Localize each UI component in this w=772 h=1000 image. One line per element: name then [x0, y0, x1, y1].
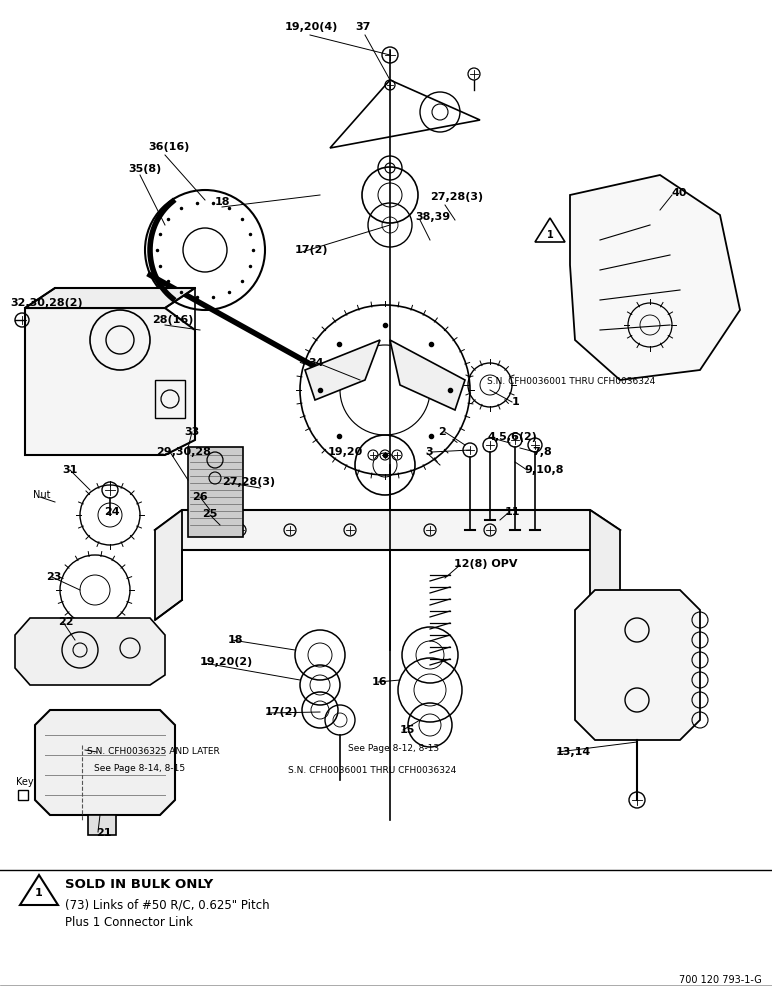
Bar [155, 380, 185, 418]
Text: 17(2): 17(2) [295, 245, 329, 255]
Text: 25: 25 [202, 509, 218, 519]
Text: 27,28(3): 27,28(3) [222, 477, 275, 487]
Text: 37: 37 [355, 22, 371, 32]
Polygon shape [590, 510, 620, 620]
Text: 19,20: 19,20 [328, 447, 364, 457]
Text: See Page 8-12, 8-13: See Page 8-12, 8-13 [348, 744, 439, 753]
Text: S.N. CFH0036001 THRU CFH0036324: S.N. CFH0036001 THRU CFH0036324 [288, 766, 456, 775]
Text: 13,14: 13,14 [556, 747, 591, 757]
Polygon shape [35, 710, 175, 815]
Text: 33: 33 [184, 427, 199, 437]
Text: 29,30,28: 29,30,28 [156, 447, 211, 457]
Polygon shape [25, 308, 195, 455]
Text: 22: 22 [58, 617, 73, 627]
Polygon shape [390, 340, 465, 410]
Text: 16: 16 [372, 677, 388, 687]
Text: 700 120 793-1-G: 700 120 793-1-G [679, 975, 762, 985]
Text: 36(16): 36(16) [148, 142, 189, 152]
Text: 3: 3 [425, 447, 432, 457]
Text: Nut: Nut [33, 490, 50, 500]
Text: 24: 24 [104, 507, 120, 517]
Text: SOLD IN BULK ONLY: SOLD IN BULK ONLY [65, 878, 213, 891]
Text: 18: 18 [228, 635, 243, 645]
Text: 28(16): 28(16) [152, 315, 193, 325]
Polygon shape [575, 590, 700, 740]
Text: 17(2): 17(2) [265, 707, 299, 717]
Text: 11: 11 [505, 507, 520, 517]
Text: 40: 40 [672, 188, 688, 198]
Text: S.N. CFH0036001 THRU CFH0036324: S.N. CFH0036001 THRU CFH0036324 [487, 377, 655, 386]
Text: See Page 8-14, 8-15: See Page 8-14, 8-15 [94, 764, 185, 773]
Text: 23: 23 [46, 572, 62, 582]
Text: 35(8): 35(8) [128, 164, 161, 174]
Text: 19,20(4): 19,20(4) [285, 22, 338, 32]
Text: 38,39: 38,39 [415, 212, 450, 222]
Bar [188, 447, 243, 537]
Text: 4,5,6(2): 4,5,6(2) [488, 432, 538, 442]
Text: Key: Key [16, 777, 34, 787]
Polygon shape [155, 510, 620, 550]
Text: 21: 21 [96, 828, 111, 838]
Text: 18: 18 [215, 197, 231, 207]
Text: Plus 1 Connector Link: Plus 1 Connector Link [65, 916, 193, 929]
Text: 31: 31 [62, 465, 77, 475]
Polygon shape [570, 175, 740, 380]
Text: 2: 2 [438, 427, 445, 437]
Polygon shape [155, 510, 182, 620]
Text: 9,10,8: 9,10,8 [524, 465, 564, 475]
Text: 26: 26 [192, 492, 208, 502]
Text: 7,8: 7,8 [532, 447, 552, 457]
Text: 19,20(2): 19,20(2) [200, 657, 253, 667]
Text: 34: 34 [308, 358, 323, 368]
Bar [88, 815, 116, 835]
Text: 27,28(3): 27,28(3) [430, 192, 483, 202]
Text: 1: 1 [547, 230, 554, 240]
Text: 12(8) OPV: 12(8) OPV [454, 559, 517, 569]
Text: 15: 15 [400, 725, 415, 735]
Polygon shape [15, 618, 165, 685]
Text: (73) Links of #50 R/C, 0.625" Pitch: (73) Links of #50 R/C, 0.625" Pitch [65, 898, 269, 911]
Text: S.N. CFH0036325 AND LATER: S.N. CFH0036325 AND LATER [87, 747, 220, 756]
Text: 1: 1 [35, 888, 43, 898]
Text: 1: 1 [512, 397, 520, 407]
Polygon shape [305, 340, 380, 400]
Text: 32,30,28(2): 32,30,28(2) [10, 298, 83, 308]
Polygon shape [25, 288, 195, 308]
